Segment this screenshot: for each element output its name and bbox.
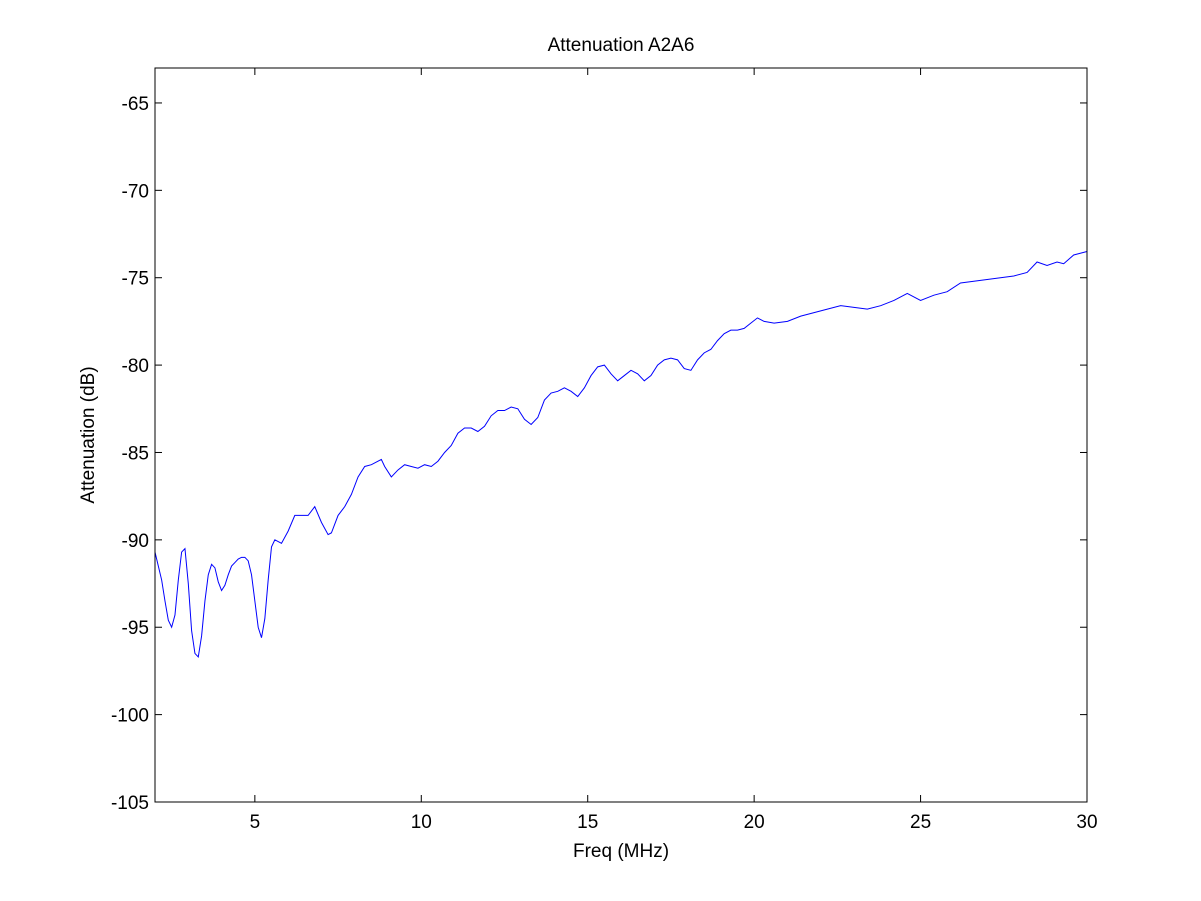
y-tick-label: -100 [111, 706, 149, 727]
x-tick-label: 30 [1076, 812, 1097, 833]
plot-area [154, 251, 1088, 659]
y-tick-label: -75 [122, 269, 149, 290]
x-tick-label: 15 [577, 812, 598, 833]
y-axis-label: Attenuation (dB) [78, 366, 99, 503]
x-axis-label: Freq (MHz) [573, 841, 669, 862]
y-tick-label: -90 [122, 531, 149, 552]
y-tick-label: -70 [122, 181, 149, 202]
axis-ticks: 5 10 15 20 25 30 -105 -100 -95 -90 -85 -80 -75 -70 -65 [111, 68, 1098, 833]
y-tick-label: -80 [122, 356, 149, 377]
x-tick-label: 5 [250, 812, 261, 833]
series-line-1 [154, 251, 1088, 659]
plot-frame [154, 67, 1088, 803]
x-tick-label: 20 [744, 812, 765, 833]
y-tick-label: -105 [111, 793, 149, 814]
chart-title: Attenuation A2A6 [548, 35, 695, 56]
y-tick-label: -85 [122, 443, 149, 464]
x-tick-label: 10 [411, 812, 432, 833]
x-tick-label: 25 [910, 812, 931, 833]
y-tick-label: -95 [122, 618, 149, 639]
y-tick-label: -65 [122, 94, 149, 115]
